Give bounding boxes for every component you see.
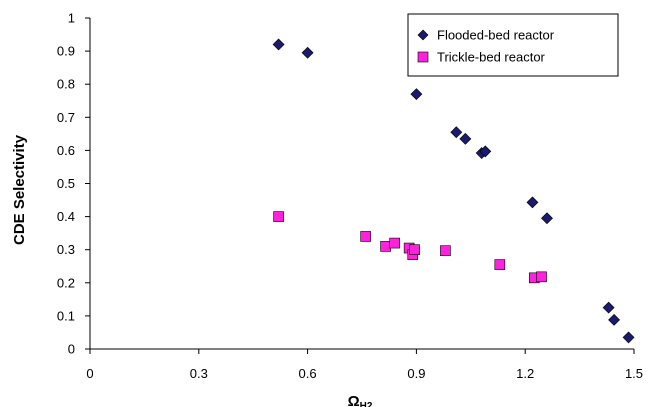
y-tick-label: 1: [68, 11, 75, 26]
data-point-trickle: [409, 244, 420, 255]
legend-label-trickle: Trickle-bed reactor: [437, 50, 546, 65]
data-point-flooded: [272, 38, 285, 51]
legend: Flooded-bed reactor Trickle-bed reactor: [407, 13, 619, 77]
x-tick-label: 0.6: [299, 366, 317, 381]
data-point-trickle: [440, 245, 451, 256]
x-tick-label: 0: [86, 366, 93, 381]
y-tick-label: 0.8: [57, 77, 75, 92]
legend-label-flooded: Flooded-bed reactor: [437, 28, 555, 43]
legend-item-trickle: Trickle-bed reactor: [417, 50, 546, 65]
y-tick-label: 0.6: [57, 143, 75, 158]
data-point-flooded: [526, 196, 539, 209]
x-axis-label-main: Ω: [348, 393, 360, 407]
data-points: [272, 38, 635, 344]
data-point-flooded: [479, 145, 492, 158]
x-tick-label: 1.5: [625, 366, 643, 381]
y-tick-label: 0: [68, 342, 75, 357]
data-point-flooded: [410, 88, 423, 101]
y-axis-label: CDE Selectivity: [11, 134, 28, 245]
x-tick-label: 1.2: [516, 366, 534, 381]
x-axis-label-subscript: H2: [360, 401, 373, 407]
x-axis-label: ΩH2: [348, 393, 373, 407]
legend-square-icon: [417, 51, 429, 63]
y-tick-label: 0.9: [57, 44, 75, 59]
data-point-trickle: [389, 237, 400, 249]
data-point-trickle: [273, 211, 284, 222]
tick-labels: 0 0.1 0.2 0.3 0.4 0.5 0.6 0.7 0.8 0.9 1 0 0.3 0.6 0.9 1…: [57, 11, 643, 382]
x-tick-label: 0.9: [407, 366, 425, 381]
data-point-trickle: [360, 231, 371, 242]
data-point-trickle: [380, 241, 391, 252]
data-point-trickle: [536, 271, 547, 283]
data-point-trickle: [494, 259, 506, 270]
y-tick-label: 0.4: [57, 209, 75, 224]
y-tick-label: 0.3: [57, 242, 75, 257]
y-tick-label: 0.1: [57, 308, 75, 323]
y-tick-label: 0.2: [57, 275, 75, 290]
y-tick-label: 0.5: [57, 176, 75, 191]
legend-item-flooded: Flooded-bed reactor: [417, 28, 555, 43]
data-point-flooded: [608, 313, 620, 326]
legend-box: [407, 13, 619, 77]
legend-diamond-icon: [417, 29, 429, 41]
data-point-flooded: [602, 301, 615, 314]
data-point-flooded: [622, 331, 635, 344]
data-point-flooded: [541, 212, 553, 225]
data-point-flooded: [301, 46, 314, 59]
data-point-flooded: [459, 132, 472, 145]
data-point-flooded: [450, 126, 463, 139]
y-tick-label: 0.7: [57, 110, 75, 125]
axes: [85, 17, 635, 354]
x-tick-label: 0.3: [190, 366, 208, 381]
